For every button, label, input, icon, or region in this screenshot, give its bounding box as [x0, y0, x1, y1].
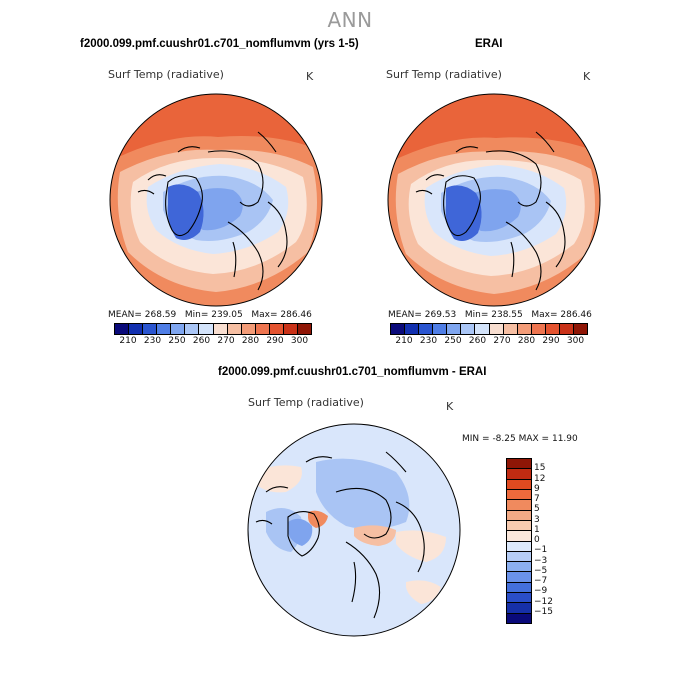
colorbar-swatch	[171, 324, 186, 334]
colorbar-swatch	[507, 459, 531, 470]
colorbar-tick-label: 0	[534, 535, 540, 545]
colorbar-swatch	[157, 324, 172, 334]
colorbar-swatch	[507, 572, 531, 583]
colorbar-tick-label: 300	[290, 336, 309, 346]
colorbar-swatch	[185, 324, 200, 334]
colorbar-tick-label: 270	[217, 336, 235, 346]
colorbar-tick-label: 300	[566, 336, 585, 346]
panel-2-colorbar	[390, 323, 588, 335]
colorbar-swatch	[269, 324, 284, 334]
diff-panel-variable-label: Surf Temp (radiative)	[248, 396, 364, 409]
colorbar-swatch	[405, 324, 420, 334]
colorbar-tick-label: 210	[395, 336, 413, 346]
colorbar-tick-label: 270	[493, 336, 511, 346]
colorbar-swatch	[517, 324, 532, 334]
colorbar-swatch	[503, 324, 518, 334]
panel-1-variable-label: Surf Temp (radiative)	[108, 68, 224, 81]
colorbar-swatch	[475, 324, 490, 334]
panel-2-title: ERAI	[475, 38, 503, 50]
colorbar-tick-label: 3	[534, 514, 540, 525]
colorbar-swatch	[507, 510, 531, 521]
colorbar-swatch	[507, 582, 531, 594]
colorbar-swatch	[559, 324, 575, 334]
colorbar-tick-label: 15	[534, 463, 546, 474]
colorbar-swatch	[255, 324, 270, 334]
colorbar-swatch	[507, 593, 531, 604]
colorbar-swatch	[391, 324, 406, 334]
panel-2-units: K	[583, 70, 591, 83]
colorbar-swatch	[507, 500, 531, 511]
colorbar-tick-label: 250	[444, 336, 462, 346]
colorbar-tick-label: 250	[168, 336, 186, 346]
panel-1-title: f2000.099.pmf.cuushr01.c701_nomflumvm (y…	[80, 38, 359, 50]
colorbar-tick-label: 280	[517, 336, 536, 346]
colorbar-tick-label: 230	[143, 336, 162, 346]
colorbar-swatch	[489, 324, 504, 334]
diff-colorbar-ticks: 15 12 9 7 5 3 1 0 −1 −3 −5 −7 −9 −12 −15	[534, 458, 564, 622]
colorbar-tick-label: −1	[534, 545, 548, 556]
colorbar-tick-label: 290	[542, 336, 560, 346]
colorbar-swatch	[545, 324, 560, 334]
colorbar-swatch	[241, 324, 256, 334]
colorbar-tick-label: 1	[534, 524, 540, 535]
colorbar-tick-label: 9	[534, 483, 540, 494]
colorbar-tick-label: 7	[534, 494, 540, 504]
colorbar-swatch	[507, 613, 531, 623]
colorbar-swatch	[298, 324, 312, 334]
page-title: ANN	[327, 8, 373, 32]
colorbar-swatch	[574, 324, 588, 334]
colorbar-swatch	[507, 603, 531, 614]
colorbar-tick-label: −5	[534, 565, 548, 576]
diff-panel-polar-map	[247, 423, 461, 637]
colorbar-swatch	[531, 324, 546, 334]
colorbar-swatch	[507, 551, 531, 563]
diff-panel-units: K	[446, 400, 454, 413]
colorbar-swatch	[419, 324, 434, 334]
colorbar-swatch	[227, 324, 242, 334]
colorbar-swatch	[507, 479, 531, 490]
colorbar-tick-label: 290	[266, 336, 284, 346]
colorbar-tick-label: 260	[468, 336, 487, 346]
panel-2-polar-map	[387, 93, 601, 307]
colorbar-tick-label: −12	[534, 596, 553, 607]
colorbar-swatch	[283, 324, 299, 334]
colorbar-swatch	[213, 324, 228, 334]
colorbar-swatch	[143, 324, 158, 334]
colorbar-swatch	[129, 324, 144, 334]
colorbar-tick-label: −9	[534, 586, 548, 597]
panel-1-polar-map	[109, 93, 323, 307]
diff-colorbar	[506, 458, 532, 624]
colorbar-swatch	[507, 541, 531, 552]
panel-2-colorbar-ticks: 210 230 250 260 270 280 290 300	[390, 336, 586, 348]
colorbar-tick-label: −3	[534, 555, 548, 566]
colorbar-tick-label: 280	[241, 336, 260, 346]
colorbar-swatch	[507, 520, 531, 532]
panel-1-colorbar	[114, 323, 312, 335]
colorbar-tick-label: 230	[419, 336, 438, 346]
panel-1-stats: MEAN= 268.59 Min= 239.05 Max= 286.46	[108, 310, 312, 320]
panel-2-variable-label: Surf Temp (radiative)	[386, 68, 502, 81]
diff-panel-title: f2000.099.pmf.cuushr01.c701_nomflumvm - …	[218, 366, 487, 378]
colorbar-swatch	[447, 324, 462, 334]
colorbar-tick-label: 210	[119, 336, 137, 346]
colorbar-tick-label: 260	[192, 336, 211, 346]
colorbar-swatch	[199, 324, 214, 334]
colorbar-swatch	[507, 489, 531, 501]
colorbar-swatch	[115, 324, 130, 334]
panel-1-colorbar-ticks: 210 230 250 260 270 280 290 300	[114, 336, 310, 348]
colorbar-swatch	[507, 531, 531, 542]
colorbar-swatch	[507, 469, 531, 480]
panel-2-stats: MEAN= 269.53 Min= 238.55 Max= 286.46	[388, 310, 592, 320]
colorbar-swatch	[461, 324, 476, 334]
colorbar-tick-label: 12	[534, 473, 546, 484]
colorbar-swatch	[507, 562, 531, 573]
diff-panel-stats: MIN = -8.25 MAX = 11.90	[462, 434, 578, 444]
colorbar-tick-label: −15	[534, 606, 553, 617]
panel-1-units: K	[306, 70, 314, 83]
colorbar-swatch	[433, 324, 448, 334]
colorbar-tick-label: 5	[534, 504, 540, 515]
colorbar-tick-label: −7	[534, 576, 548, 586]
